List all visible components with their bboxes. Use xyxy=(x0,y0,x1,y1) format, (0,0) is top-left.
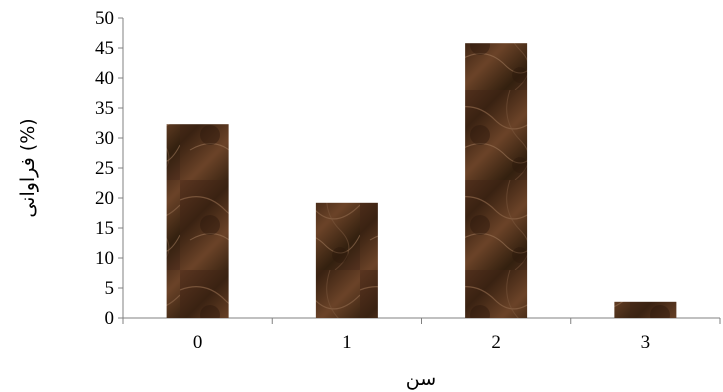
y-tick-label: 35 xyxy=(95,98,114,119)
x-tick-label: 1 xyxy=(342,332,352,353)
y-tick-label: 45 xyxy=(95,38,114,59)
x-tick-label: 3 xyxy=(641,332,651,353)
y-tick-label: 20 xyxy=(95,188,114,209)
bar-3 xyxy=(614,301,677,318)
bar-1 xyxy=(315,202,378,318)
y-tick-label: 50 xyxy=(95,8,114,29)
y-axis: 0 5 10 15 20 25 30 35 40 45 50 xyxy=(95,8,124,329)
y-tick-label: 10 xyxy=(95,248,114,269)
bar-series xyxy=(166,43,677,318)
y-tick-label: 5 xyxy=(105,278,115,299)
x-tick-label: 2 xyxy=(491,332,501,353)
x-axis: 0 1 2 3 xyxy=(122,317,721,353)
x-axis-title: سن xyxy=(406,368,436,390)
y-tick-label: 15 xyxy=(95,218,114,239)
y-tick-label: 40 xyxy=(95,68,114,89)
x-tick-label: 0 xyxy=(193,332,203,353)
x-tick-group: 0 1 2 3 xyxy=(122,318,721,353)
y-axis-title: فراوانی (%) xyxy=(17,118,39,217)
y-tick-label: 30 xyxy=(95,128,114,149)
bar-0 xyxy=(166,124,229,318)
bar-2 xyxy=(465,43,528,318)
y-tick-label: 25 xyxy=(95,158,114,179)
y-tick-group: 0 5 10 15 20 25 30 35 40 45 50 xyxy=(95,8,123,329)
y-tick-label: 0 xyxy=(105,308,115,329)
